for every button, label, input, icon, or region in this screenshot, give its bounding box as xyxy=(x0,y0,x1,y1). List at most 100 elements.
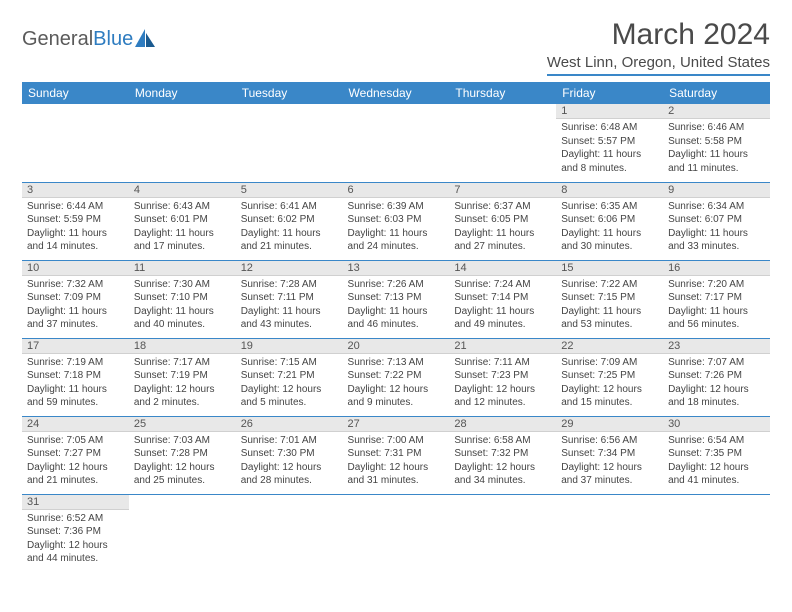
logo-text-1: General xyxy=(22,28,93,51)
daylight: Daylight: 11 hours and 24 minutes. xyxy=(348,227,445,254)
sunrise: Sunrise: 6:58 AM xyxy=(454,434,551,448)
sunset: Sunset: 7:32 PM xyxy=(454,447,551,461)
sunset: Sunset: 7:11 PM xyxy=(241,291,338,305)
calendar-cell: 24Sunrise: 7:05 AMSunset: 7:27 PMDayligh… xyxy=(22,416,129,494)
weekday-header: Tuesday xyxy=(236,82,343,104)
weekday-header: Saturday xyxy=(663,82,770,104)
sunset: Sunset: 6:07 PM xyxy=(668,213,765,227)
weekday-header: Monday xyxy=(129,82,236,104)
month-title: March 2024 xyxy=(547,18,770,52)
sunrise: Sunrise: 6:37 AM xyxy=(454,200,551,214)
sunrise: Sunrise: 7:09 AM xyxy=(561,356,658,370)
sunrise: Sunrise: 7:05 AM xyxy=(27,434,124,448)
sunset: Sunset: 6:02 PM xyxy=(241,213,338,227)
sunset: Sunset: 7:19 PM xyxy=(134,369,231,383)
calendar-cell: 5Sunrise: 6:41 AMSunset: 6:02 PMDaylight… xyxy=(236,182,343,260)
calendar-cell: 3Sunrise: 6:44 AMSunset: 5:59 PMDaylight… xyxy=(22,182,129,260)
day-body: Sunrise: 6:54 AMSunset: 7:35 PMDaylight:… xyxy=(663,432,770,492)
calendar-cell: 7Sunrise: 6:37 AMSunset: 6:05 PMDaylight… xyxy=(449,182,556,260)
sunrise: Sunrise: 7:24 AM xyxy=(454,278,551,292)
calendar-cell xyxy=(343,494,450,572)
sunrise: Sunrise: 7:01 AM xyxy=(241,434,338,448)
calendar-cell xyxy=(129,104,236,182)
day-body: Sunrise: 6:46 AMSunset: 5:58 PMDaylight:… xyxy=(663,119,770,179)
day-number: 19 xyxy=(236,339,343,354)
sunrise: Sunrise: 7:03 AM xyxy=(134,434,231,448)
day-number: 7 xyxy=(449,183,556,198)
title-block: March 2024 West Linn, Oregon, United Sta… xyxy=(547,18,770,76)
calendar-cell: 28Sunrise: 6:58 AMSunset: 7:32 PMDayligh… xyxy=(449,416,556,494)
calendar-cell: 8Sunrise: 6:35 AMSunset: 6:06 PMDaylight… xyxy=(556,182,663,260)
daylight: Daylight: 12 hours and 18 minutes. xyxy=(668,383,765,410)
calendar-cell: 21Sunrise: 7:11 AMSunset: 7:23 PMDayligh… xyxy=(449,338,556,416)
calendar-cell: 27Sunrise: 7:00 AMSunset: 7:31 PMDayligh… xyxy=(343,416,450,494)
day-body: Sunrise: 7:13 AMSunset: 7:22 PMDaylight:… xyxy=(343,354,450,414)
sunset: Sunset: 7:15 PM xyxy=(561,291,658,305)
daylight: Daylight: 12 hours and 2 minutes. xyxy=(134,383,231,410)
day-number: 22 xyxy=(556,339,663,354)
day-body: Sunrise: 6:56 AMSunset: 7:34 PMDaylight:… xyxy=(556,432,663,492)
weekday-header: Thursday xyxy=(449,82,556,104)
sunset: Sunset: 7:34 PM xyxy=(561,447,658,461)
day-body: Sunrise: 7:32 AMSunset: 7:09 PMDaylight:… xyxy=(22,276,129,336)
day-body: Sunrise: 6:41 AMSunset: 6:02 PMDaylight:… xyxy=(236,198,343,258)
calendar-cell: 17Sunrise: 7:19 AMSunset: 7:18 PMDayligh… xyxy=(22,338,129,416)
day-number: 24 xyxy=(22,417,129,432)
day-body: Sunrise: 7:20 AMSunset: 7:17 PMDaylight:… xyxy=(663,276,770,336)
logo-text-2: Blue xyxy=(93,28,133,51)
day-body: Sunrise: 7:03 AMSunset: 7:28 PMDaylight:… xyxy=(129,432,236,492)
day-number: 10 xyxy=(22,261,129,276)
day-body: Sunrise: 6:48 AMSunset: 5:57 PMDaylight:… xyxy=(556,119,663,179)
daylight: Daylight: 11 hours and 21 minutes. xyxy=(241,227,338,254)
day-body: Sunrise: 7:30 AMSunset: 7:10 PMDaylight:… xyxy=(129,276,236,336)
daylight: Daylight: 12 hours and 25 minutes. xyxy=(134,461,231,488)
sunset: Sunset: 7:28 PM xyxy=(134,447,231,461)
calendar-cell: 4Sunrise: 6:43 AMSunset: 6:01 PMDaylight… xyxy=(129,182,236,260)
calendar-cell: 12Sunrise: 7:28 AMSunset: 7:11 PMDayligh… xyxy=(236,260,343,338)
day-body: Sunrise: 6:58 AMSunset: 7:32 PMDaylight:… xyxy=(449,432,556,492)
day-body: Sunrise: 7:05 AMSunset: 7:27 PMDaylight:… xyxy=(22,432,129,492)
sunset: Sunset: 6:05 PM xyxy=(454,213,551,227)
calendar-cell: 18Sunrise: 7:17 AMSunset: 7:19 PMDayligh… xyxy=(129,338,236,416)
daylight: Daylight: 12 hours and 41 minutes. xyxy=(668,461,765,488)
sunset: Sunset: 5:57 PM xyxy=(561,135,658,149)
daylight: Daylight: 12 hours and 5 minutes. xyxy=(241,383,338,410)
sunrise: Sunrise: 6:43 AM xyxy=(134,200,231,214)
day-number: 28 xyxy=(449,417,556,432)
day-number: 1 xyxy=(556,104,663,119)
daylight: Daylight: 11 hours and 46 minutes. xyxy=(348,305,445,332)
sunrise: Sunrise: 6:54 AM xyxy=(668,434,765,448)
daylight: Daylight: 11 hours and 17 minutes. xyxy=(134,227,231,254)
day-number: 31 xyxy=(22,495,129,510)
day-number: 25 xyxy=(129,417,236,432)
header: GeneralBlue March 2024 West Linn, Oregon… xyxy=(22,18,770,76)
day-number: 2 xyxy=(663,104,770,119)
sunset: Sunset: 7:25 PM xyxy=(561,369,658,383)
sunrise: Sunrise: 7:17 AM xyxy=(134,356,231,370)
daylight: Daylight: 12 hours and 31 minutes. xyxy=(348,461,445,488)
sunrise: Sunrise: 6:46 AM xyxy=(668,121,765,135)
daylight: Daylight: 11 hours and 14 minutes. xyxy=(27,227,124,254)
weekday-header: Wednesday xyxy=(343,82,450,104)
daylight: Daylight: 12 hours and 15 minutes. xyxy=(561,383,658,410)
sunset: Sunset: 6:06 PM xyxy=(561,213,658,227)
daylight: Daylight: 11 hours and 11 minutes. xyxy=(668,148,765,175)
day-body: Sunrise: 7:01 AMSunset: 7:30 PMDaylight:… xyxy=(236,432,343,492)
day-number: 6 xyxy=(343,183,450,198)
daylight: Daylight: 11 hours and 53 minutes. xyxy=(561,305,658,332)
sunset: Sunset: 7:17 PM xyxy=(668,291,765,305)
day-number: 14 xyxy=(449,261,556,276)
sunrise: Sunrise: 7:28 AM xyxy=(241,278,338,292)
calendar-cell: 1Sunrise: 6:48 AMSunset: 5:57 PMDaylight… xyxy=(556,104,663,182)
day-body: Sunrise: 7:09 AMSunset: 7:25 PMDaylight:… xyxy=(556,354,663,414)
sunset: Sunset: 7:35 PM xyxy=(668,447,765,461)
daylight: Daylight: 11 hours and 43 minutes. xyxy=(241,305,338,332)
calendar-cell xyxy=(343,104,450,182)
calendar-cell xyxy=(236,104,343,182)
daylight: Daylight: 11 hours and 56 minutes. xyxy=(668,305,765,332)
day-number: 23 xyxy=(663,339,770,354)
calendar-cell: 30Sunrise: 6:54 AMSunset: 7:35 PMDayligh… xyxy=(663,416,770,494)
day-body: Sunrise: 7:11 AMSunset: 7:23 PMDaylight:… xyxy=(449,354,556,414)
calendar-cell: 13Sunrise: 7:26 AMSunset: 7:13 PMDayligh… xyxy=(343,260,450,338)
daylight: Daylight: 12 hours and 12 minutes. xyxy=(454,383,551,410)
